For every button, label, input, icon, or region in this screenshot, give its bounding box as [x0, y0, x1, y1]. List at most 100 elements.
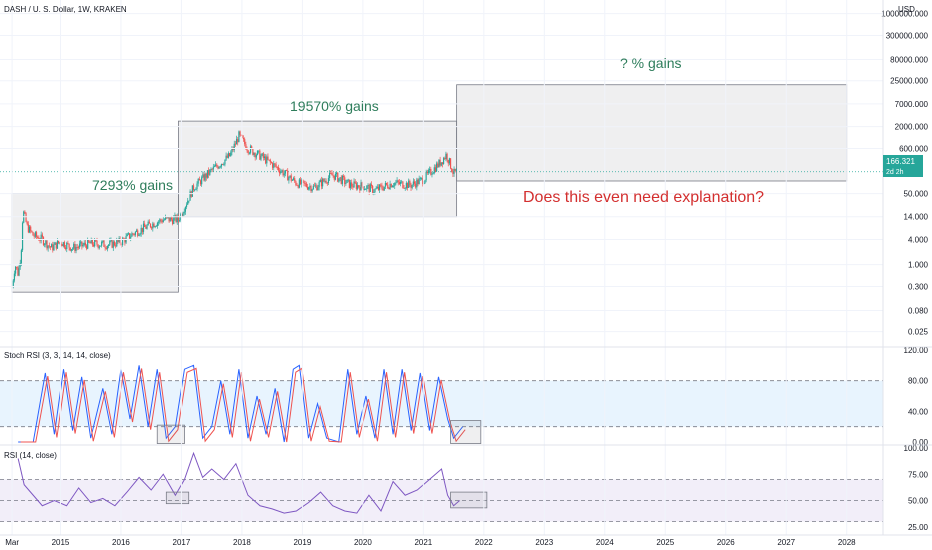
- candle-body: [240, 134, 242, 136]
- candle-body: [248, 152, 250, 154]
- candle-body: [389, 183, 391, 190]
- candle-body: [102, 240, 104, 243]
- stoch-d-line: [20, 367, 466, 443]
- candle-body: [318, 182, 320, 188]
- candle-body: [158, 221, 160, 223]
- candle-body: [416, 179, 418, 188]
- gain-label-3: ? % gains: [620, 55, 681, 71]
- candle-body: [117, 240, 119, 242]
- candle-body: [147, 221, 149, 226]
- time-tick-2021: 2021: [414, 538, 432, 547]
- candle-body: [254, 153, 256, 158]
- time-tick-2019: 2019: [293, 538, 311, 547]
- candle-body: [387, 184, 389, 189]
- candle-body: [144, 223, 146, 227]
- candle-body: [127, 233, 130, 235]
- candle-body: [331, 173, 333, 176]
- candle-body: [411, 184, 413, 188]
- candle-body: [192, 185, 195, 190]
- candle-body: [224, 159, 226, 165]
- rsi-highlight-1: [165, 491, 190, 505]
- candle-body: [85, 245, 88, 249]
- candle-body: [349, 182, 352, 188]
- candle-body: [346, 179, 348, 183]
- candle-body: [202, 174, 204, 178]
- candle-body: [354, 181, 356, 184]
- candle-body: [74, 243, 76, 251]
- candle-body: [375, 188, 377, 190]
- candle-body: [395, 182, 397, 184]
- candle-body: [146, 225, 148, 229]
- candle-body: [45, 240, 47, 245]
- candle-body: [55, 242, 57, 249]
- candle-body: [99, 245, 102, 247]
- candle-body: [446, 153, 448, 161]
- candle-body: [390, 183, 392, 188]
- candle-body: [115, 245, 117, 247]
- stoch-tick-1: 80.00: [908, 377, 929, 386]
- candle-body: [178, 220, 181, 221]
- candle-body: [386, 183, 388, 185]
- candle-body: [285, 170, 288, 171]
- candle-body: [20, 250, 23, 263]
- candle-body: [267, 156, 269, 160]
- candle-body: [154, 226, 156, 228]
- candle-body: [90, 239, 92, 244]
- candle-body: [451, 168, 453, 172]
- candle-body: [396, 180, 398, 183]
- candle-body: [88, 239, 90, 243]
- candle-body: [95, 240, 97, 241]
- candle-body: [373, 192, 375, 193]
- candle-body: [404, 187, 406, 189]
- candle-body: [442, 158, 445, 165]
- candle-body: [219, 166, 221, 168]
- candle-body: [215, 164, 217, 167]
- candle-body: [108, 244, 110, 247]
- candle-body: [141, 227, 143, 232]
- price-tick-0: 1000000.000: [881, 10, 928, 19]
- candle-body: [305, 183, 307, 187]
- candle-body: [139, 233, 141, 236]
- candle-body: [63, 242, 66, 248]
- candle-body: [135, 230, 138, 232]
- candle-body: [444, 158, 446, 159]
- stoch-tick-2: 40.00: [908, 407, 929, 416]
- candle-body: [370, 184, 373, 186]
- price-tick-10: 1.000: [908, 261, 929, 270]
- candle-body: [427, 170, 430, 174]
- candle-body: [274, 163, 276, 165]
- candle-body: [199, 180, 202, 185]
- candle-body: [299, 179, 302, 185]
- candle-body: [452, 171, 454, 174]
- candle-body: [345, 182, 347, 184]
- candle-body: [327, 177, 330, 184]
- candle-body: [137, 230, 139, 236]
- candle-body: [408, 180, 410, 188]
- candle-body: [433, 167, 435, 174]
- candle-body: [153, 223, 155, 228]
- candle-body: [133, 234, 135, 235]
- candle-body: [365, 189, 367, 190]
- candle-body: [383, 186, 385, 191]
- candle-body: [103, 240, 105, 247]
- candle-body: [68, 243, 70, 248]
- candle-body: [70, 249, 73, 251]
- candle-body: [303, 180, 305, 184]
- candle-body: [251, 146, 253, 149]
- candle-body: [338, 178, 340, 182]
- candle-body: [288, 177, 290, 181]
- candle-body: [351, 182, 353, 187]
- candle-body: [281, 170, 283, 172]
- candle-body: [33, 235, 35, 237]
- price-badge-value: 166.321: [886, 157, 915, 166]
- candle-body: [138, 235, 140, 237]
- candle-body: [220, 163, 223, 167]
- candle-body: [304, 183, 306, 185]
- candle-body: [51, 244, 53, 248]
- candle-body: [28, 226, 31, 233]
- time-tick-2027: 2027: [777, 538, 795, 547]
- time-tick-2018: 2018: [233, 538, 251, 547]
- candle-body: [418, 178, 420, 185]
- candle-body: [422, 177, 424, 185]
